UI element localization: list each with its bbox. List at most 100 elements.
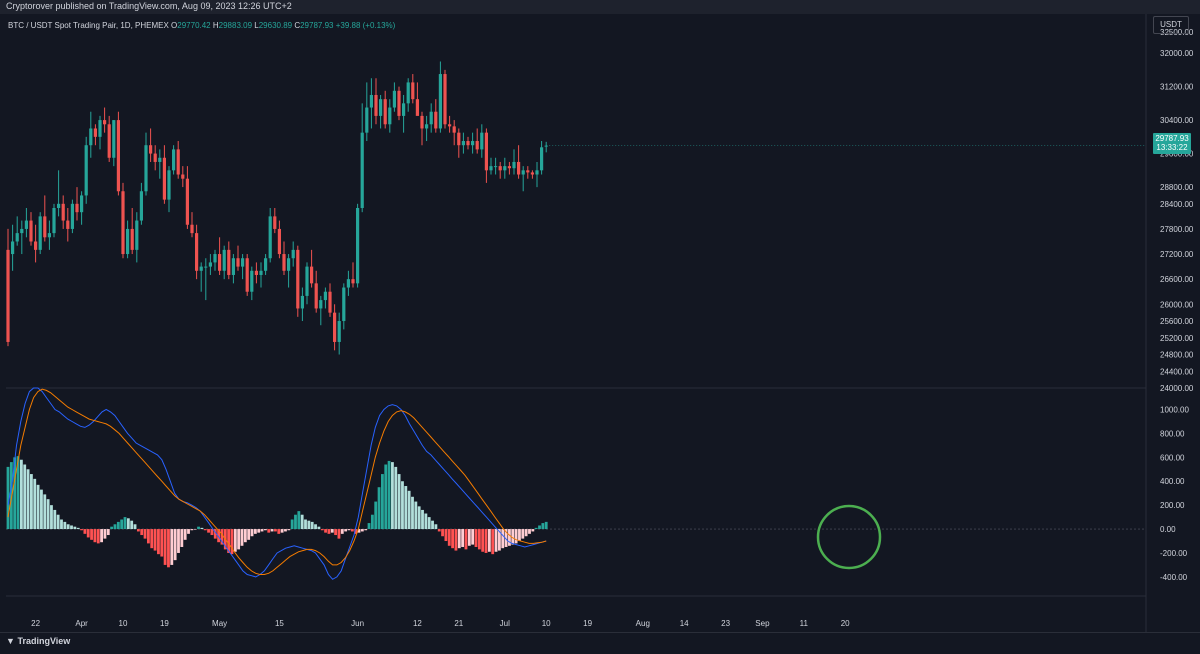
macd-histogram-bar <box>317 526 321 530</box>
chart-area[interactable]: 32500.00 32000.00 31200.00 30400.00 29600.00… <box>0 14 1200 632</box>
macd-histogram-bar <box>414 501 418 530</box>
candle-body <box>333 312 337 342</box>
candle-body <box>93 128 97 137</box>
time-axis-tick: 12 <box>413 619 422 628</box>
macd-histogram-bar <box>63 521 67 530</box>
macd-histogram-bar <box>29 474 33 530</box>
candle-body <box>139 191 143 221</box>
candle-body <box>287 258 291 271</box>
macd-histogram-bar <box>13 457 17 530</box>
price-axis-tick: 25200.00 <box>1160 334 1194 343</box>
candle-body <box>84 145 88 196</box>
time-axis-tick: 15 <box>275 619 284 628</box>
macd-histogram-bar <box>36 484 40 530</box>
last-price-badge: 29787.93 13:33:22 <box>1153 133 1191 154</box>
macd-histogram-bar <box>253 529 257 534</box>
macd-histogram-bar <box>384 464 388 530</box>
macd-histogram-bar <box>177 529 180 553</box>
macd-histogram-bar <box>514 529 518 544</box>
candle-body <box>15 233 19 242</box>
macd-histogram-bar <box>243 529 247 543</box>
macd-histogram-bar <box>287 529 291 531</box>
macd-axis-tick: 0.00 <box>1160 525 1176 534</box>
close-value: 29787.93 <box>300 21 334 30</box>
candle-body <box>351 279 355 284</box>
candle-body <box>126 228 130 255</box>
macd-histogram-bar <box>544 521 548 530</box>
macd-histogram-bar <box>534 527 538 530</box>
bar-countdown: 13:33:22 <box>1156 143 1188 152</box>
macd-axis-tick: 200.00 <box>1160 501 1185 510</box>
candle-body <box>158 157 162 162</box>
macd-histogram-bar <box>43 494 47 530</box>
price-axis-tick: 31200.00 <box>1160 83 1194 92</box>
macd-histogram-bar <box>477 529 481 550</box>
macd-histogram-bar <box>33 478 37 530</box>
macd-histogram-bar <box>380 474 384 530</box>
macd-histogram-bar <box>277 529 281 534</box>
candle-body <box>484 132 488 171</box>
candle-body <box>20 228 24 234</box>
macd-histogram-bar <box>163 529 167 565</box>
candle-body <box>383 99 387 125</box>
candle-body <box>406 82 410 104</box>
candle-body <box>254 270 258 275</box>
signal-line <box>7 388 547 575</box>
time-axis-tick: 10 <box>542 619 551 628</box>
time-axis-tick: 19 <box>160 619 169 628</box>
candle-body <box>521 170 525 175</box>
change-value: +39.88 (+0.13%) <box>335 21 396 30</box>
macd-axis-tick: 400.00 <box>1160 477 1185 486</box>
candle-body <box>526 170 530 173</box>
candle-body <box>29 220 33 242</box>
macd-histogram-bar <box>307 520 311 530</box>
macd-histogram-bar <box>280 529 284 533</box>
macd-histogram-bar <box>541 523 545 530</box>
currency-selector[interactable]: USDT <box>1153 16 1189 34</box>
candle-body <box>365 107 369 133</box>
candle-body <box>392 90 396 108</box>
chart-svg[interactable]: 32500.00 32000.00 31200.00 30400.00 29600.00… <box>0 14 1200 632</box>
candle-body <box>89 128 93 146</box>
candle-body <box>47 233 51 238</box>
price-axis-tick: 27800.00 <box>1160 225 1194 234</box>
candle-body <box>172 149 176 171</box>
candle-body <box>503 166 507 171</box>
macd-histogram-bar <box>297 511 301 530</box>
macd-histogram-bar <box>411 496 414 530</box>
macd-histogram-bar <box>207 529 210 533</box>
macd-axis-tick: 800.00 <box>1160 429 1185 438</box>
candle-body <box>535 170 539 175</box>
time-axis-tick: 23 <box>721 619 730 628</box>
macd-histogram-bar <box>146 529 150 544</box>
macd-histogram-bar <box>100 529 104 543</box>
macd-histogram-bar <box>267 529 271 533</box>
candle-body <box>24 220 28 229</box>
published-by-text: Cryptorover published on TradingView.com… <box>6 1 292 11</box>
candle-body <box>52 208 56 234</box>
macd-histogram-bar <box>538 525 541 530</box>
macd-histogram-bar <box>491 529 495 555</box>
macd-histogram-bar <box>210 529 214 536</box>
candle-body <box>540 147 544 171</box>
macd-histogram-bar <box>531 529 535 532</box>
time-axis-tick: 10 <box>119 619 128 628</box>
candle-body <box>457 132 461 146</box>
candle-body <box>346 279 350 288</box>
candle-body <box>507 166 511 169</box>
candle-body <box>296 249 300 309</box>
highlight-circle <box>816 504 882 570</box>
macd-histogram-bar <box>437 529 441 532</box>
candle-body <box>379 99 383 116</box>
top-bar <box>0 0 1200 14</box>
macd-histogram-bar <box>528 529 531 534</box>
macd-histogram-bar <box>180 529 184 547</box>
time-axis-tick: Sep <box>755 619 770 628</box>
candle-body <box>310 266 314 284</box>
tradingview-logo[interactable]: ▼ TradingView <box>6 636 70 646</box>
macd-axis-tick: -200.00 <box>1160 549 1188 558</box>
low-value: 29630.89 <box>258 21 293 30</box>
time-axis-tick: May <box>212 619 227 628</box>
macd-histogram-bar <box>444 529 448 542</box>
candle-body <box>466 141 470 146</box>
